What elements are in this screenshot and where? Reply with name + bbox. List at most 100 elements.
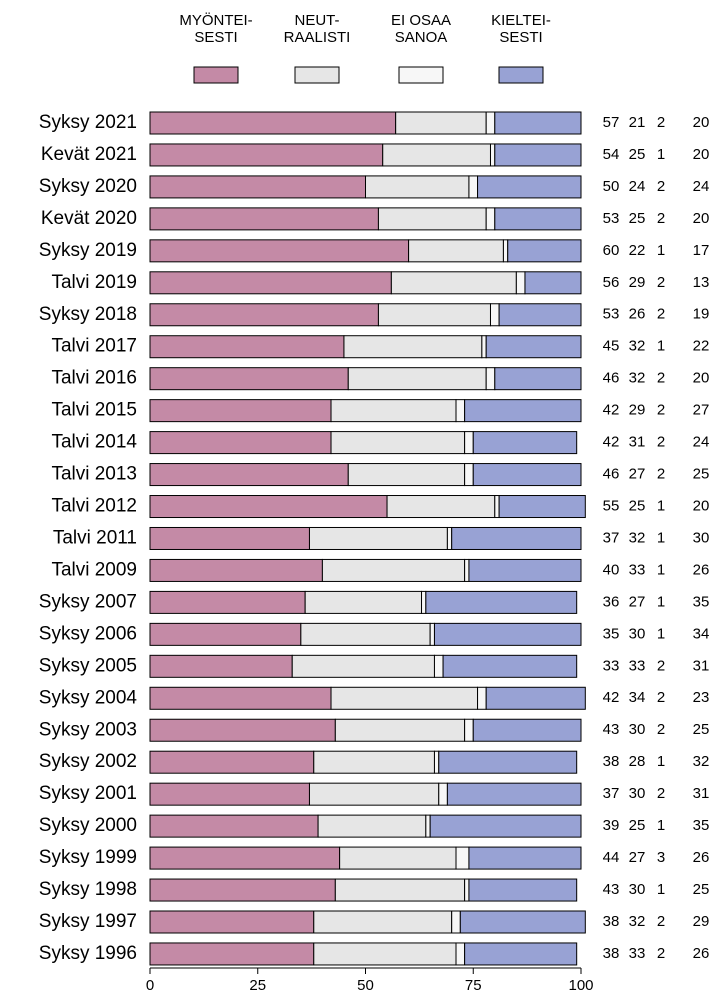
bar-segment <box>149 143 384 167</box>
bar-segment <box>498 495 586 519</box>
value-label: 25 <box>629 210 646 227</box>
value-label: 32 <box>629 338 646 355</box>
value-label: 1 <box>657 625 665 642</box>
category-label: Syksy 1998 <box>39 879 137 900</box>
bar-segment <box>464 942 578 966</box>
category-label: Syksy 2002 <box>39 751 137 772</box>
category-label: Talvi 2016 <box>51 368 137 389</box>
value-label: 2 <box>657 434 665 451</box>
bar-segment <box>464 431 474 455</box>
value-label: 17 <box>693 242 710 259</box>
value-label: 1 <box>657 242 665 259</box>
legend-swatch <box>398 66 444 84</box>
value-label: 37 <box>603 785 620 802</box>
value-label: 33 <box>603 657 620 674</box>
bar-segment <box>347 367 487 391</box>
value-label: 24 <box>693 178 710 195</box>
value-label: 2 <box>657 370 665 387</box>
bar-segment <box>472 718 582 742</box>
bar-segment <box>343 335 483 359</box>
bar-segment <box>494 367 582 391</box>
value-label: 27 <box>629 593 646 610</box>
category-label: Talvi 2019 <box>51 272 137 293</box>
category-label: Talvi 2012 <box>51 496 137 517</box>
value-label: 2 <box>657 785 665 802</box>
bar-segment <box>438 750 578 774</box>
value-label: 25 <box>693 721 710 738</box>
bar-segment <box>451 910 461 934</box>
bar-segment <box>149 175 366 199</box>
value-label: 30 <box>629 625 646 642</box>
legend-label: NEUT- RAALISTI <box>283 12 351 46</box>
bar-segment <box>472 463 582 487</box>
x-tick-label: 50 <box>357 977 374 994</box>
value-label: 1 <box>657 817 665 834</box>
value-label: 45 <box>603 338 620 355</box>
value-label: 25 <box>693 881 710 898</box>
value-label: 27 <box>693 402 710 419</box>
value-label: 26 <box>693 849 710 866</box>
bar-segment <box>386 495 496 519</box>
bar-segment <box>317 814 427 838</box>
bar-segment <box>149 558 323 582</box>
value-label: 42 <box>603 689 620 706</box>
value-label: 32 <box>629 529 646 546</box>
bar-segment <box>468 878 578 902</box>
value-label: 38 <box>603 913 620 930</box>
category-label: Talvi 2011 <box>53 527 137 548</box>
bar-segment <box>429 814 582 838</box>
value-label: 46 <box>603 466 620 483</box>
value-label: 1 <box>657 881 665 898</box>
bar-segment <box>468 558 582 582</box>
bar-segment <box>433 622 582 646</box>
bar-segment <box>524 271 582 295</box>
bar-segment <box>304 590 423 614</box>
bar-segment <box>382 143 491 167</box>
bar-segment <box>425 590 578 614</box>
bar-segment <box>149 111 397 135</box>
value-label: 55 <box>603 497 620 514</box>
bar-segment <box>390 271 517 295</box>
bar-segment <box>451 526 582 550</box>
bar-segment <box>330 686 479 710</box>
category-label: Talvi 2009 <box>51 559 137 580</box>
bar-segment <box>438 782 448 806</box>
value-label: 35 <box>603 625 620 642</box>
category-label: Syksy 2007 <box>39 591 137 612</box>
value-label: 27 <box>629 466 646 483</box>
bar-segment <box>485 111 496 135</box>
bar-segment <box>149 526 310 550</box>
value-label: 19 <box>693 306 710 323</box>
bar-segment <box>149 303 379 327</box>
bar-segment <box>485 335 582 359</box>
bar-segment <box>149 846 341 870</box>
bar-segment <box>485 367 496 391</box>
legend-swatch <box>193 66 239 84</box>
value-label: 54 <box>603 146 620 163</box>
value-label: 26 <box>693 945 710 962</box>
bar-segment <box>468 846 582 870</box>
bar-segment <box>365 175 470 199</box>
value-label: 32 <box>629 913 646 930</box>
value-label: 28 <box>629 753 646 770</box>
bar-segment <box>377 207 487 231</box>
value-label: 2 <box>657 114 665 131</box>
value-label: 24 <box>693 434 710 451</box>
value-label: 1 <box>657 146 665 163</box>
bar-segment <box>149 878 336 902</box>
bar-segment <box>321 558 466 582</box>
value-label: 38 <box>603 753 620 770</box>
value-label: 2 <box>657 945 665 962</box>
bar-segment <box>489 143 496 167</box>
legend-label: KIELTEI- SESTI <box>491 12 551 46</box>
value-label: 2 <box>657 913 665 930</box>
value-label: 2 <box>657 274 665 291</box>
value-label: 44 <box>603 849 620 866</box>
bar-segment <box>149 335 345 359</box>
value-label: 32 <box>693 753 710 770</box>
bar-segment <box>149 367 349 391</box>
value-label: 42 <box>603 402 620 419</box>
value-label: 29 <box>693 913 710 930</box>
bar-segment <box>300 622 431 646</box>
